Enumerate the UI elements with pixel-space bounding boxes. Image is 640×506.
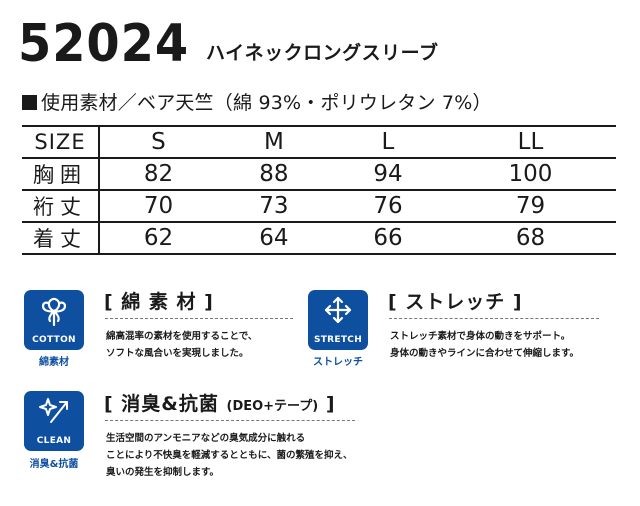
table-cell: 66: [330, 221, 445, 255]
table-row: 裄丈 70 73 76 79: [22, 189, 616, 223]
feature-title-sub: (DEO+テープ): [226, 399, 319, 414]
feature-title: [ 消臭&抗菌 (DEO+テープ) ]: [104, 389, 336, 416]
table-cell: 68: [444, 221, 616, 255]
desc-line: 臭いの発生を抑制します。: [106, 467, 220, 478]
stretch-badge: STRETCH: [308, 290, 368, 350]
icon-caption: 綿素材: [39, 357, 69, 368]
cotton-flower-icon: [41, 297, 67, 326]
clean-badge: CLEAN: [24, 391, 84, 451]
table-cell: 64: [216, 221, 331, 255]
table-cell: 62: [99, 221, 217, 255]
desc-line: ストレッチ素材で身体の動きをサポート。: [390, 331, 571, 342]
table-cell: M: [216, 125, 331, 159]
product-code: 52024: [18, 14, 190, 74]
feature-description: 生活空間のアンモニアなどの臭気成分に触れる ことにより不快臭を軽減するとともに、…: [106, 430, 353, 481]
desc-line: 身体の動きやラインに合わせて伸縮します。: [390, 348, 580, 359]
table-cell: 100: [444, 157, 616, 191]
sparkle-arrow-icon: [39, 398, 68, 423]
row-label: SIZE: [22, 125, 100, 159]
cotton-badge: COTTON: [24, 290, 84, 350]
table-row: 胸囲 82 88 94 100: [22, 157, 616, 191]
table-row: SIZE S M L LL: [22, 125, 616, 159]
table-cell: 73: [216, 189, 331, 223]
table-cell: S: [99, 125, 217, 159]
product-name: ハイネックロングスリーブ: [206, 42, 439, 64]
table-cell: L: [330, 125, 445, 159]
feature-title: [ ストレッチ ]: [388, 291, 523, 313]
feature-description: ストレッチ素材で身体の動きをサポート。 身体の動きやラインに合わせて伸縮します。: [390, 328, 579, 362]
icon-label: COTTON: [32, 335, 76, 345]
desc-line: 綿高混率の素材を使用することで、: [106, 331, 258, 342]
feature-description: 綿高混率の素材を使用することで、 ソフトな風合いを実現しました。: [106, 328, 257, 362]
desc-line: 生活空間のアンモニアなどの臭気成分に触れる: [106, 433, 306, 444]
table-cell: 88: [216, 157, 331, 191]
row-label: 着丈: [22, 221, 100, 255]
table-cell: 94: [330, 157, 445, 191]
divider: [105, 318, 293, 319]
table-row: 着丈 62 64 66 68: [22, 221, 616, 255]
feature-title-main: [ 消臭&抗菌: [104, 393, 219, 415]
row-label: 胸囲: [22, 157, 100, 191]
icon-caption: ストレッチ: [313, 357, 363, 368]
row-label: 裄丈: [22, 189, 100, 223]
feature-title: [ 綿 素 材 ]: [104, 291, 214, 313]
material-line: 使用素材／ベア天竺（綿 93%・ポリウレタン 7%）: [22, 88, 492, 115]
table-cell: 82: [99, 157, 217, 191]
material-text: 使用素材／ベア天竺（綿 93%・ポリウレタン 7%）: [41, 92, 492, 114]
divider: [389, 318, 599, 319]
feature-title-end: ]: [325, 393, 336, 415]
bullet-square-icon: [22, 95, 37, 110]
size-table: SIZE S M L LL 胸囲 82 88 94 100 裄丈 70 73 7…: [22, 125, 616, 255]
table-cell: 79: [444, 189, 616, 223]
table-cell: 76: [330, 189, 445, 223]
icon-label: CLEAN: [36, 436, 72, 446]
table-cell: LL: [444, 125, 616, 159]
divider: [105, 420, 355, 421]
icon-label: STRETCH: [313, 335, 363, 345]
desc-line: ことにより不快臭を軽減するとともに、菌の繁殖を抑え、: [106, 450, 353, 461]
four-way-arrows-icon: [324, 296, 352, 324]
icon-caption: 消臭&抗菌: [29, 459, 79, 470]
desc-line: ソフトな風合いを実現しました。: [106, 348, 249, 359]
table-cell: 70: [99, 189, 217, 223]
